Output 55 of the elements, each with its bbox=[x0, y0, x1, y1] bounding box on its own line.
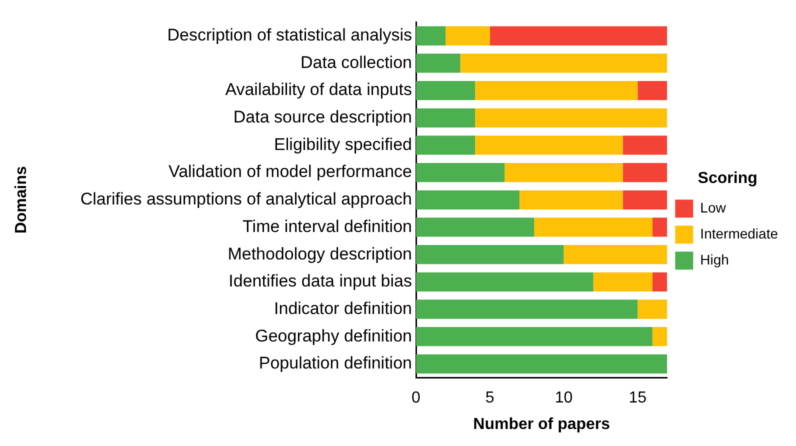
y-axis-title: Domains bbox=[13, 166, 30, 234]
bar bbox=[416, 80, 476, 100]
bar bbox=[490, 26, 668, 46]
bar bbox=[416, 190, 520, 210]
bar bbox=[504, 162, 623, 182]
bar bbox=[638, 300, 668, 319]
legend-label: High bbox=[700, 251, 729, 268]
bar bbox=[593, 272, 652, 292]
bar bbox=[564, 245, 668, 264]
x-tick-label: 15 bbox=[628, 390, 647, 407]
bar bbox=[652, 272, 668, 292]
bar bbox=[534, 218, 652, 237]
bar bbox=[446, 26, 490, 46]
y-tick-label: Eligibility specified bbox=[274, 134, 412, 154]
bar bbox=[416, 26, 446, 46]
bar bbox=[622, 190, 668, 210]
bar bbox=[416, 218, 534, 237]
y-tick-label: Validation of model performance bbox=[168, 162, 412, 182]
bar bbox=[638, 80, 668, 100]
bar bbox=[416, 354, 668, 374]
y-tick-label: Availability of data inputs bbox=[225, 80, 412, 100]
bar bbox=[416, 272, 594, 292]
bar bbox=[652, 327, 668, 346]
legend-title: Scoring bbox=[698, 170, 758, 187]
bar bbox=[475, 108, 668, 128]
bar bbox=[622, 136, 668, 155]
y-tick-label: Geography definition bbox=[255, 326, 412, 346]
y-tick-label: Time interval definition bbox=[242, 216, 412, 236]
bar bbox=[416, 245, 564, 264]
bar bbox=[652, 218, 668, 237]
y-tick-label: Identifies data input bias bbox=[228, 272, 412, 291]
legend-label: Intermediate bbox=[700, 225, 778, 242]
bar bbox=[416, 136, 476, 155]
bar bbox=[475, 136, 623, 155]
x-tick-label: 10 bbox=[554, 390, 573, 407]
bar bbox=[416, 108, 476, 128]
legend-label: Low bbox=[700, 199, 727, 216]
bar bbox=[416, 300, 638, 319]
bar bbox=[460, 54, 668, 73]
bar bbox=[519, 190, 623, 210]
y-tick-label: Description of statistical analysis bbox=[167, 26, 412, 45]
y-tick-label: Population definition bbox=[258, 354, 412, 373]
bar bbox=[475, 80, 638, 100]
y-tick-label: Indicator definition bbox=[274, 298, 412, 318]
bar bbox=[416, 54, 460, 73]
bar bbox=[416, 327, 652, 346]
y-tick-label: Methodology description bbox=[228, 244, 412, 264]
bar bbox=[416, 162, 505, 182]
x-axis-title: Number of papers bbox=[473, 416, 610, 433]
x-tick-label: 0 bbox=[412, 390, 421, 407]
y-tick-label: Data source description bbox=[233, 108, 412, 127]
y-tick-label: Clarifies assumptions of analytical approach bbox=[80, 190, 412, 209]
y-tick-label: Data collection bbox=[300, 52, 412, 72]
x-tick-label: 5 bbox=[485, 390, 494, 407]
bar bbox=[622, 162, 668, 182]
